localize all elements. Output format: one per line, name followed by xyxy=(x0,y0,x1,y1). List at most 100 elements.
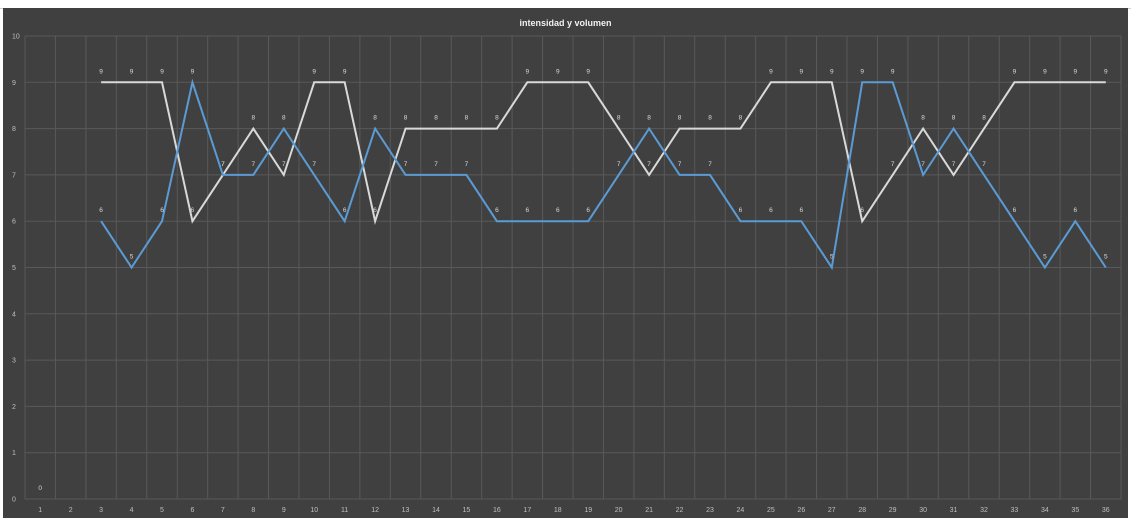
y-tick-label: 10 xyxy=(12,34,20,41)
series-1-data-label: 7 xyxy=(312,161,316,168)
series-1-data-label: 7 xyxy=(221,161,225,168)
series-2-data-label: 9 xyxy=(99,68,103,75)
series-1-data-label: 7 xyxy=(404,161,408,168)
y-tick-label: 5 xyxy=(12,265,16,272)
y-tick-label: 3 xyxy=(12,358,16,365)
series-1: 0 6 5 6 9 7 7 8 7 6 8 7 7 7 6 6 6 6 7 8 7 7 6 6 6 5 9 9 7 8 7 6 5 6 5 xyxy=(38,68,1108,492)
x-tick-label: 36 xyxy=(1102,507,1110,514)
series-1-data-label: 8 xyxy=(282,115,286,122)
series-1-data-label: 9 xyxy=(191,68,195,75)
series-2-data-label: 9 xyxy=(586,68,590,75)
series-1-data-label: 7 xyxy=(921,161,925,168)
x-tick-label: 18 xyxy=(554,507,562,514)
x-tick-label: 28 xyxy=(858,507,866,514)
y-tick-label: 8 xyxy=(12,126,16,133)
series-1-data-label: 6 xyxy=(99,207,103,214)
x-tick-label: 25 xyxy=(767,507,775,514)
x-tick-label: 4 xyxy=(130,507,134,514)
series-1-data-label: 6 xyxy=(556,207,560,214)
x-tick-label: 30 xyxy=(919,507,927,514)
x-tick-label: 21 xyxy=(645,507,653,514)
series-1-data-label: 8 xyxy=(952,115,956,122)
series-2-data-label: 6 xyxy=(373,207,377,214)
series-2-data-label: 9 xyxy=(312,68,316,75)
x-tick-label: 9 xyxy=(282,507,286,514)
series-1-data-label: 8 xyxy=(373,115,377,122)
series-2-data-label: 7 xyxy=(221,161,225,168)
x-tick-label: 20 xyxy=(615,507,623,514)
series-2-data-label: 8 xyxy=(678,115,682,122)
chart-title: intensidad y volumen xyxy=(519,18,611,28)
series-1-data-label: 6 xyxy=(739,207,743,214)
x-tick-label: 15 xyxy=(463,507,471,514)
x-tick-label: 12 xyxy=(371,507,379,514)
series-2-data-label: 9 xyxy=(1104,68,1108,75)
series-1-data-label: 5 xyxy=(830,254,834,261)
x-tick-label: 23 xyxy=(706,507,714,514)
series-2-data-label: 9 xyxy=(769,68,773,75)
series-1-data-label: 6 xyxy=(769,207,773,214)
series-1-data-label: 6 xyxy=(495,207,499,214)
gridlines xyxy=(24,35,1122,500)
series-2-data-label: 9 xyxy=(1074,68,1078,75)
x-tick-label: 6 xyxy=(190,507,194,514)
series-1-data-label: 7 xyxy=(678,161,682,168)
series-2-data-label: 7 xyxy=(282,161,286,168)
series-2-data-label: 8 xyxy=(404,115,408,122)
y-tick-label: 7 xyxy=(12,172,16,179)
series-1-data-label: 6 xyxy=(526,207,530,214)
series-1-data-label: 6 xyxy=(1074,207,1078,214)
y-tick-label: 6 xyxy=(12,219,16,226)
series-2-data-label: 9 xyxy=(800,68,804,75)
series-2-data-label: 8 xyxy=(465,115,469,122)
series-2-data-label: 9 xyxy=(1043,68,1047,75)
series-1-data-label: 7 xyxy=(708,161,712,168)
x-tick-label: 1 xyxy=(38,507,42,514)
x-tick-label: 22 xyxy=(676,507,684,514)
x-tick-label: 26 xyxy=(797,507,805,514)
series-1-data-label: 7 xyxy=(982,161,986,168)
x-tick-label: 5 xyxy=(160,507,164,514)
chart-area: intensidad y volumen 0 1 2 3 4 5 6 7 8 9 10 1 2 3 4 5 6 7… xyxy=(3,8,1128,518)
series-1-data-label: 6 xyxy=(800,207,804,214)
y-tick-label: 2 xyxy=(12,404,16,411)
series-1-data-label: 6 xyxy=(343,207,347,214)
series-1-data-label: 7 xyxy=(434,161,438,168)
x-tick-label: 11 xyxy=(341,507,348,514)
series-2-data-label: 9 xyxy=(343,68,347,75)
series-1-line xyxy=(100,78,1107,271)
y-tick-label: 1 xyxy=(12,450,16,457)
series-1-data-label: 5 xyxy=(1043,254,1047,261)
x-tick-label: 19 xyxy=(584,507,592,514)
x-tick-label: 10 xyxy=(310,507,318,514)
x-tick-label: 8 xyxy=(251,507,255,514)
x-tick-label: 31 xyxy=(950,507,958,514)
series-1-data-label: 9 xyxy=(860,68,864,75)
series-2-data-label: 9 xyxy=(556,68,560,75)
series-2-data-label: 9 xyxy=(526,68,530,75)
series-1-data-label: 7 xyxy=(465,161,469,168)
x-tick-label: 2 xyxy=(69,507,73,514)
series-2-data-label: 8 xyxy=(739,115,743,122)
series-2-data-label: 6 xyxy=(191,207,195,214)
series-2-data-label: 7 xyxy=(891,161,895,168)
series-2-data-label: 8 xyxy=(708,115,712,122)
series-2-data-label: 8 xyxy=(495,115,499,122)
series-1-data-label: 0 xyxy=(38,485,42,492)
x-tick-label: 24 xyxy=(737,507,745,514)
y-tick-label: 9 xyxy=(12,80,16,87)
series-2-data-label: 6 xyxy=(860,207,864,214)
x-tick-label: 7 xyxy=(221,507,225,514)
series-1-data-label: 6 xyxy=(160,207,164,214)
series-2-data-label: 8 xyxy=(982,115,986,122)
series-2-data-label: 9 xyxy=(1013,68,1017,75)
series-1-data-label: 6 xyxy=(1013,207,1017,214)
x-tick-label: 14 xyxy=(432,507,440,514)
x-tick-label: 3 xyxy=(99,507,103,514)
series-1-data-label: 7 xyxy=(617,161,621,168)
x-tick-label: 27 xyxy=(828,507,836,514)
series-2-data-label: 9 xyxy=(130,68,134,75)
x-tick-label: 13 xyxy=(402,507,410,514)
series-2-data-label: 8 xyxy=(252,115,256,122)
